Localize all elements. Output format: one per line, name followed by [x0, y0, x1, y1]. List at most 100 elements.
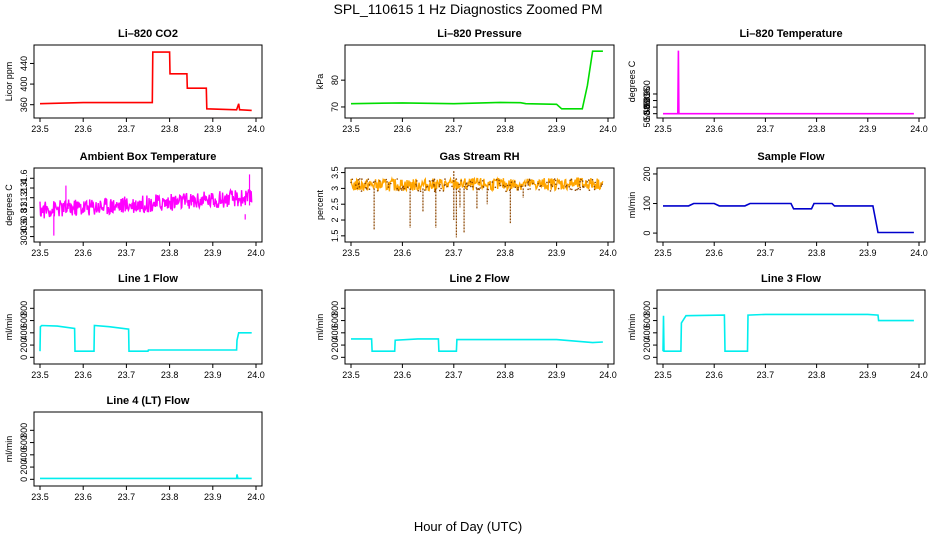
series-point	[532, 182, 534, 185]
y-tick-label: 1.5	[330, 230, 340, 243]
series-point	[527, 181, 530, 183]
x-tick-label: 23.8	[496, 124, 514, 134]
series-point	[555, 183, 557, 186]
series-point	[551, 185, 554, 188]
series-point	[517, 188, 519, 191]
y-tick-label: 360	[19, 97, 29, 112]
series-point	[577, 187, 580, 190]
series-point	[468, 184, 470, 187]
series-point	[502, 184, 505, 187]
series-point	[514, 181, 516, 183]
series-line	[351, 338, 603, 353]
series-point	[466, 185, 469, 188]
series-point	[439, 183, 441, 186]
x-tick-label: 23.5	[654, 124, 672, 134]
series-point	[565, 184, 568, 187]
series-point	[510, 181, 513, 184]
series-point	[385, 178, 388, 181]
y-tick-label: 50.885	[642, 100, 652, 128]
y-tick-label: 0	[642, 231, 652, 236]
chart-panel-line2: Line 2 Flow 23.5 23.6 23.7 23.8 23.9 24.0 0 2004…	[315, 273, 617, 380]
series-point	[433, 190, 436, 193]
series-point	[368, 188, 371, 190]
x-tick-label: 23.7	[118, 248, 136, 258]
x-tick-label: 23.9	[859, 248, 877, 258]
x-tick-label: 23.8	[808, 248, 826, 258]
y-tick-label: 600	[642, 313, 652, 328]
x-tick-label: 23.6	[394, 248, 412, 258]
x-tick-label: 23.7	[445, 124, 463, 134]
series-point	[400, 187, 402, 190]
series-line	[39, 51, 252, 112]
series-point	[386, 181, 388, 183]
panel-title: Li–820 CO2	[118, 28, 178, 40]
series-point	[470, 185, 472, 188]
x-tick-label: 23.8	[808, 124, 826, 134]
series-point	[524, 184, 527, 187]
x-tick-label: 23.7	[757, 124, 775, 134]
series-point	[594, 181, 596, 184]
series-point	[578, 184, 581, 186]
series-point	[579, 188, 581, 191]
y-tick-label: 800	[19, 301, 29, 316]
y-tick-label: 200	[19, 338, 29, 353]
x-tick-label: 23.9	[204, 492, 222, 502]
series-point	[565, 186, 567, 188]
x-tick-label: 23.5	[342, 124, 360, 134]
series-point	[571, 188, 573, 191]
panel-frame	[344, 167, 615, 243]
x-tick-label: 23.5	[654, 370, 672, 380]
series-point	[438, 185, 441, 188]
series-point	[416, 180, 418, 182]
x-tick-label: 23.9	[859, 370, 877, 380]
y-tick-label: 200	[330, 338, 340, 353]
panel-title: Line 3 Flow	[761, 273, 821, 285]
x-tick-label: 24.0	[247, 124, 265, 134]
y-tick-label: 70	[330, 102, 340, 112]
series-point	[402, 185, 405, 188]
series-point	[457, 190, 460, 193]
x-tick-label: 23.9	[548, 124, 566, 134]
series-point	[368, 184, 371, 186]
y-axis-label: Licor ppm	[4, 62, 14, 102]
chart-panel-boxtemp: Ambient Box Temperature 23.5 23.6 23.7 23.8 2…	[4, 151, 265, 258]
x-tick-label: 23.8	[161, 492, 179, 502]
y-axis-label: ml/min	[315, 314, 325, 341]
panel-frame	[33, 289, 263, 365]
y-axis-label: ml/min	[627, 314, 637, 341]
series-point	[440, 187, 442, 190]
series-point	[433, 178, 436, 181]
x-tick-label: 24.0	[247, 370, 265, 380]
series-point	[356, 187, 359, 190]
series-point	[433, 185, 435, 187]
panel-title: Ambient Box Temperature	[80, 151, 217, 163]
series-line	[350, 50, 603, 110]
y-tick-label: 600	[330, 313, 340, 328]
panel-title: Line 2 Flow	[450, 273, 510, 285]
y-tick-label: 400	[19, 447, 29, 462]
series-point	[527, 182, 529, 184]
x-tick-label: 23.6	[394, 370, 412, 380]
series-point	[499, 184, 502, 187]
y-tick-label: 400	[330, 325, 340, 340]
series-point	[360, 190, 363, 192]
x-tick-label: 23.6	[394, 124, 412, 134]
y-tick-label: 400	[19, 325, 29, 340]
x-tick-label: 23.7	[757, 370, 775, 380]
series-point	[588, 189, 591, 191]
panel-title: Gas Stream RH	[439, 151, 519, 163]
chart-panel-pressure: Li–820 Pressure 23.5 23.6 23.7 23.8 23.9 24.0 7…	[315, 28, 617, 134]
y-tick-label: 30.8	[19, 208, 29, 226]
series-point	[469, 180, 472, 183]
series-point	[482, 180, 484, 182]
series-point	[433, 179, 435, 182]
x-tick-label: 23.8	[496, 248, 514, 258]
series-point	[491, 181, 494, 183]
series-point	[582, 186, 585, 188]
series-point	[550, 184, 552, 186]
series-point	[554, 179, 557, 182]
series-point	[417, 189, 420, 192]
series-point	[520, 185, 522, 188]
series-line	[662, 313, 914, 353]
